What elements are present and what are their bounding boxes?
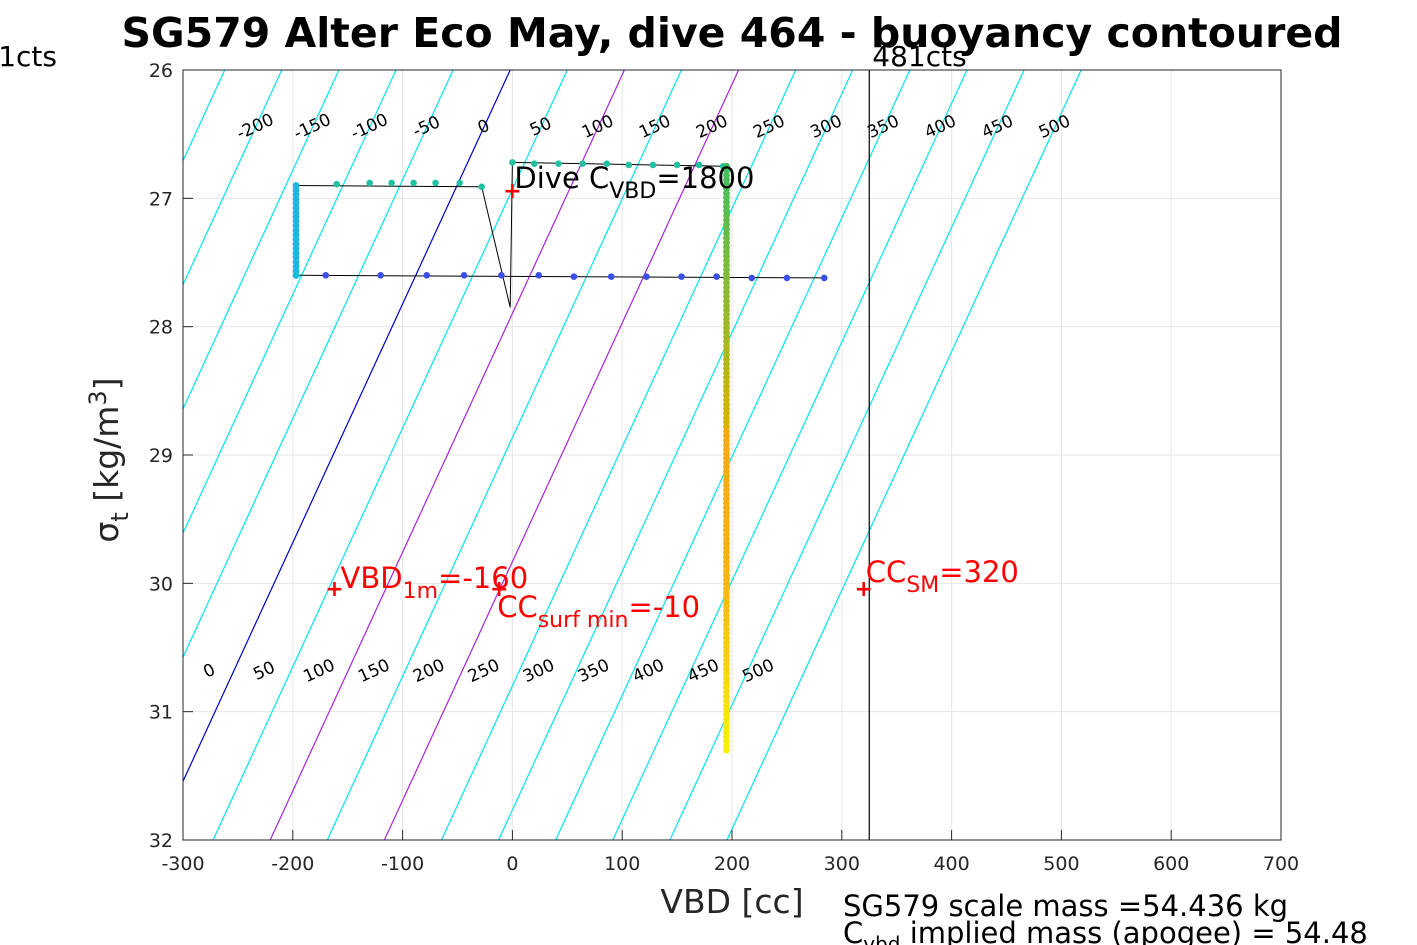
annotation-marker: + bbox=[855, 577, 873, 602]
data-point bbox=[535, 272, 543, 279]
contour-line bbox=[183, 70, 340, 411]
annotation-label: VBD1m=-160 bbox=[341, 561, 529, 604]
y-tick-label: 31 bbox=[149, 702, 173, 724]
footer-implied-mass: Cvbd implied mass (apogee) = 54.48 bbox=[843, 916, 1368, 945]
buoyancy-contours bbox=[183, 70, 1082, 840]
annotation-label: Dive CVBD=1800 bbox=[514, 161, 754, 204]
x-tick-label: 200 bbox=[714, 853, 750, 875]
contour-line bbox=[326, 70, 683, 840]
annotations: +Dive CVBD=1800+VBD1m=-160+CCsurf min=-1… bbox=[325, 161, 1019, 633]
contour-line bbox=[183, 70, 397, 535]
annotation-marker: + bbox=[490, 577, 508, 602]
data-point bbox=[366, 179, 373, 187]
footer-scale-mass: SG579 scale mass =54.436 kg bbox=[843, 889, 1288, 923]
x-tick-label: 600 bbox=[1153, 853, 1189, 875]
data-point bbox=[322, 272, 330, 279]
data-point bbox=[377, 272, 384, 279]
data-point bbox=[748, 274, 756, 282]
contour-line bbox=[726, 70, 1082, 840]
annotation-marker: + bbox=[503, 179, 521, 204]
data-point bbox=[555, 160, 562, 167]
data-point bbox=[410, 179, 417, 187]
data-point bbox=[423, 272, 431, 279]
data-point bbox=[625, 161, 633, 169]
data-point bbox=[820, 274, 828, 282]
y-tick-label: 29 bbox=[149, 445, 173, 467]
contour-line bbox=[383, 70, 740, 840]
y-tick-label: 32 bbox=[149, 830, 173, 852]
x-tick-label: -300 bbox=[161, 853, 204, 875]
footer-c: C bbox=[843, 916, 863, 945]
vbd-limit-label: 1cts bbox=[0, 40, 57, 73]
contour-line bbox=[183, 70, 283, 287]
data-point bbox=[388, 179, 395, 187]
vertical-lines: 481cts 1cts bbox=[0, 40, 967, 840]
x-tick-label: -200 bbox=[271, 853, 314, 875]
x-axis-label: VBD [cc] bbox=[660, 882, 803, 921]
y-ticks: 26 27 28 29 30 31 32 bbox=[149, 60, 193, 852]
footer-implied-tail: implied mass (apogee) = 54.48 bbox=[900, 916, 1367, 945]
data-point bbox=[531, 160, 538, 167]
data-point bbox=[607, 273, 615, 280]
data-point bbox=[460, 272, 468, 279]
data-point bbox=[713, 273, 720, 280]
data-point bbox=[478, 183, 485, 191]
x-tick-label: 500 bbox=[1043, 853, 1079, 875]
y-tick-label: 30 bbox=[149, 573, 173, 595]
contour-line bbox=[498, 70, 854, 840]
data-point bbox=[603, 160, 611, 167]
data-point bbox=[570, 273, 578, 280]
x-tick-label: 700 bbox=[1263, 853, 1299, 875]
dive-points bbox=[292, 159, 828, 754]
x-tick-label: 300 bbox=[824, 853, 860, 875]
contour-line bbox=[555, 70, 911, 840]
contour-line bbox=[212, 70, 568, 840]
data-point bbox=[723, 746, 730, 754]
x-tick-label: 0 bbox=[506, 853, 518, 875]
footer-vbd-sub: vbd bbox=[863, 932, 900, 945]
data-point bbox=[292, 271, 300, 279]
annotation-label: CCsurf min=-10 bbox=[497, 590, 700, 633]
chart-title: SG579 Alter Eco May, dive 464 - buoyancy… bbox=[121, 9, 1342, 57]
data-point bbox=[643, 273, 650, 280]
data-point bbox=[498, 272, 505, 279]
x-tick-label: 400 bbox=[933, 853, 969, 875]
data-point bbox=[509, 159, 516, 166]
y-tick-label: 26 bbox=[149, 60, 173, 82]
contour-line bbox=[183, 70, 511, 783]
x-tick-label: 100 bbox=[604, 853, 640, 875]
data-point bbox=[695, 161, 703, 169]
x-tick-label: -100 bbox=[381, 853, 424, 875]
annotation-label: CCSM=320 bbox=[866, 555, 1019, 598]
vbd-limit-label: 481cts bbox=[872, 40, 966, 73]
contour-line bbox=[440, 70, 797, 840]
contour-line bbox=[612, 70, 968, 840]
data-point bbox=[456, 179, 463, 187]
y-tick-label: 27 bbox=[149, 188, 173, 210]
data-point bbox=[333, 180, 341, 188]
data-point bbox=[673, 161, 681, 169]
x-ticks: -300 -200 -100 0 100 200 300 400 500 600 700 bbox=[161, 830, 1299, 875]
contour-line bbox=[269, 70, 625, 840]
data-point bbox=[432, 179, 439, 187]
contour-line bbox=[183, 70, 454, 659]
dive-path bbox=[296, 274, 825, 279]
data-point bbox=[579, 160, 586, 167]
y-tick-label: 28 bbox=[149, 317, 173, 339]
data-point bbox=[649, 161, 657, 169]
data-point bbox=[783, 274, 791, 282]
annotation-marker: + bbox=[325, 577, 343, 602]
data-point bbox=[678, 273, 685, 280]
